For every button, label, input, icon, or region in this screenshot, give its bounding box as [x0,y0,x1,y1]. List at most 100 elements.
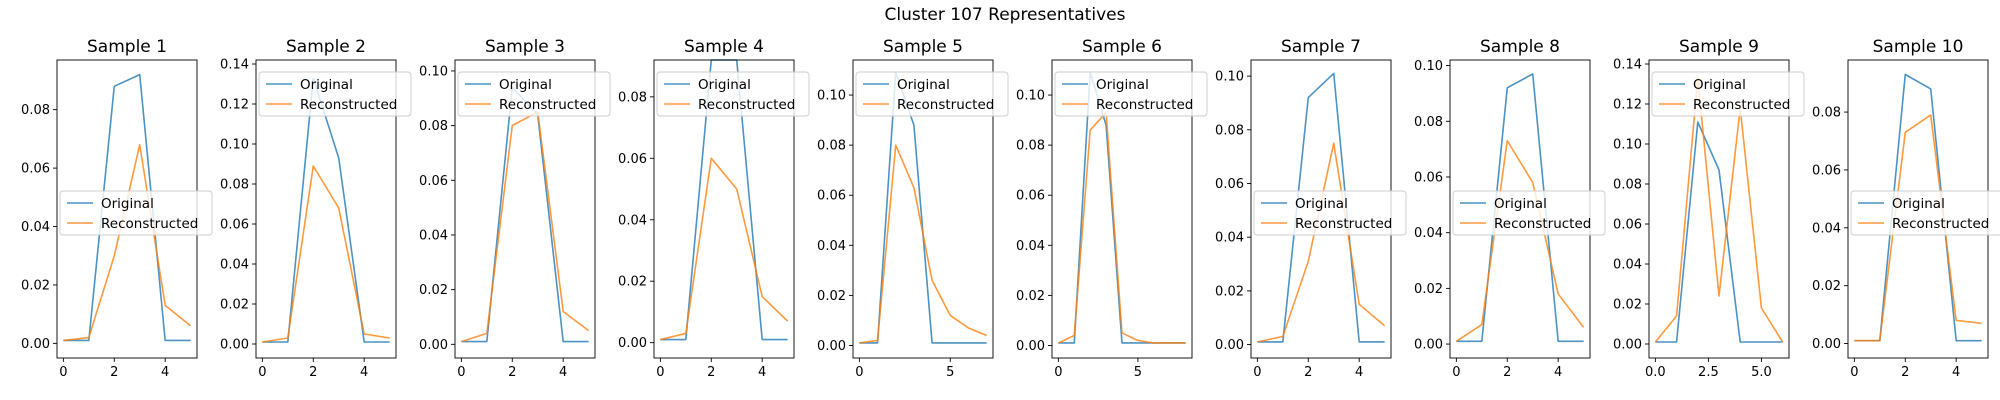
series-line-original [1257,72,1385,343]
legend: Original Reconstructed [1054,71,1208,117]
y-tick-label: 0.08 [1414,115,1443,130]
y-tick-label: 0.00 [419,338,448,353]
subplot-6: Sample 6 0.00 0.02 0.04 0.06 0.08 0.10 0 5 Origin… [1016,37,1208,380]
y-tick-label: 0.06 [220,218,249,233]
figure-title: Cluster 107 Representatives [885,5,1126,25]
y-tick-label: 0.06 [1812,163,1841,178]
x-tick-label: 2 [1304,365,1312,380]
subplot-title: Sample 1 [87,37,167,57]
x-tick-label: 4 [360,365,368,380]
series-line-reconstructed [660,157,789,341]
legend: Original Reconstructed [1651,71,1805,117]
series-line-original [1655,121,1783,343]
y-tick-label: 0.10 [1414,59,1443,74]
y-tick-label: 0.04 [419,228,448,243]
y-tick-label: 0.02 [1215,284,1244,299]
legend-box [855,71,1009,117]
y-tick-label: 0.00 [1016,339,1045,354]
subplot-9: Sample 9 0.00 0.02 0.04 0.06 0.08 0.10 0.12 0.14… [1613,37,1805,380]
y-tick-label: 0.02 [220,298,249,313]
subplot-3: Sample 3 0.00 0.02 0.04 0.06 0.08 0.10 0 2 4 Origi… [419,37,611,380]
legend-label: Original [499,77,552,93]
y-tick-label: 0.06 [817,189,846,204]
legend-box [1850,190,2000,236]
x-tick-label: 2 [110,365,118,380]
y-tick-label: 0.04 [220,258,249,273]
y-tick-label: 0.06 [21,162,50,177]
series-line-reconstructed [1854,114,1982,342]
series-line-original [1456,73,1584,343]
x-tick-label: 0 [1054,365,1062,380]
legend-label: Original [1693,77,1746,93]
y-tick-label: 0.00 [1414,338,1443,353]
subplot-8: Sample 8 0.00 0.02 0.04 0.06 0.08 0.10 0 2 4 Origi… [1414,37,1606,380]
y-tick-label: 0.12 [1613,98,1642,113]
y-tick-label: 0.02 [21,278,50,293]
y-tick-label: 0.08 [817,139,846,154]
y-tick-label: 0.00 [1215,338,1244,353]
y-tick-label: 0.00 [618,336,647,351]
legend: Original Reconstructed [855,71,1009,117]
y-tick-label: 0.06 [419,174,448,189]
legend-box [59,190,213,236]
y-tick-label: 0.10 [220,138,249,153]
subplot-title: Sample 8 [1480,37,1560,57]
y-tick-label: 0.14 [220,58,249,73]
x-tick-label: 2 [707,365,715,380]
series-line-original [63,73,191,342]
series-line-original [262,77,390,343]
plot-frame [852,59,994,359]
series-line-reconstructed [461,111,590,343]
x-tick-label: 4 [161,365,169,380]
x-tick-label: 0 [855,365,863,380]
subplot-4: Sample 4 0.00 0.02 0.04 0.06 0.08 0 2 4 Original R… [618,37,810,380]
x-tick-label: 0.0 [1645,365,1666,380]
legend-label: Original [1494,196,1547,212]
legend-label: Original [1295,196,1348,212]
y-tick-label: 0.04 [1414,226,1443,241]
y-tick-label: 0.02 [419,283,448,298]
x-tick-label: 4 [758,365,766,380]
y-tick-label: 0.10 [1215,70,1244,85]
legend: Original Reconstructed [59,190,213,236]
legend: Original Reconstructed [457,71,611,117]
x-tick-label: 2 [309,365,317,380]
subplot-10: Sample 10 0.00 0.02 0.04 0.06 0.08 0 2 4 Original… [1812,37,2000,380]
y-tick-label: 0.10 [817,89,846,104]
y-tick-label: 0.02 [1016,289,1045,304]
series-line-reconstructed [1455,139,1585,342]
y-tick-label: 0.00 [1613,338,1642,353]
series-line-reconstructed [1654,77,1784,343]
x-tick-label: 0 [1850,365,1858,380]
legend: Original Reconstructed [1452,190,1606,236]
legend-box [1452,190,1606,236]
plot-frame [1051,59,1193,359]
x-tick-label: 0 [1253,365,1261,380]
panels-container: Sample 10.000.020.040.060.080 2 4OriginalR… [21,37,2000,380]
y-tick-label: 0.08 [618,90,647,105]
legend-box [1054,71,1208,117]
x-tick-label: 0 [457,365,465,380]
x-tick-label: 5 [946,365,954,380]
legend-label: Original [1892,196,1945,212]
subplot-7: Sample 7 0.00 0.02 0.04 0.06 0.08 0.10 0 2 4 Origi… [1215,37,1407,380]
legend: Original Reconstructed [1850,190,2000,236]
subplot-title: Sample 4 [684,37,764,57]
legend-box [656,71,810,117]
y-tick-label: 0.06 [618,152,647,167]
series-line-reconstructed [262,165,390,343]
y-tick-label: 0.04 [21,220,50,235]
subplot-title: Sample 3 [485,37,565,57]
series-line-reconstructed [859,144,987,344]
series-line-reconstructed [1058,111,1186,344]
y-tick-label: 0.04 [1215,231,1244,246]
legend-box [457,71,611,117]
legend-label: Original [300,77,353,93]
y-tick-label: 0.00 [21,337,50,352]
legend-label: Reconstructed [1892,216,1989,232]
y-tick-label: 0.02 [1414,282,1443,297]
x-tick-label: 0 [258,365,266,380]
y-tick-label: 0.12 [220,98,249,113]
y-tick-label: 0.08 [1613,178,1642,193]
x-tick-label: 4 [559,365,567,380]
